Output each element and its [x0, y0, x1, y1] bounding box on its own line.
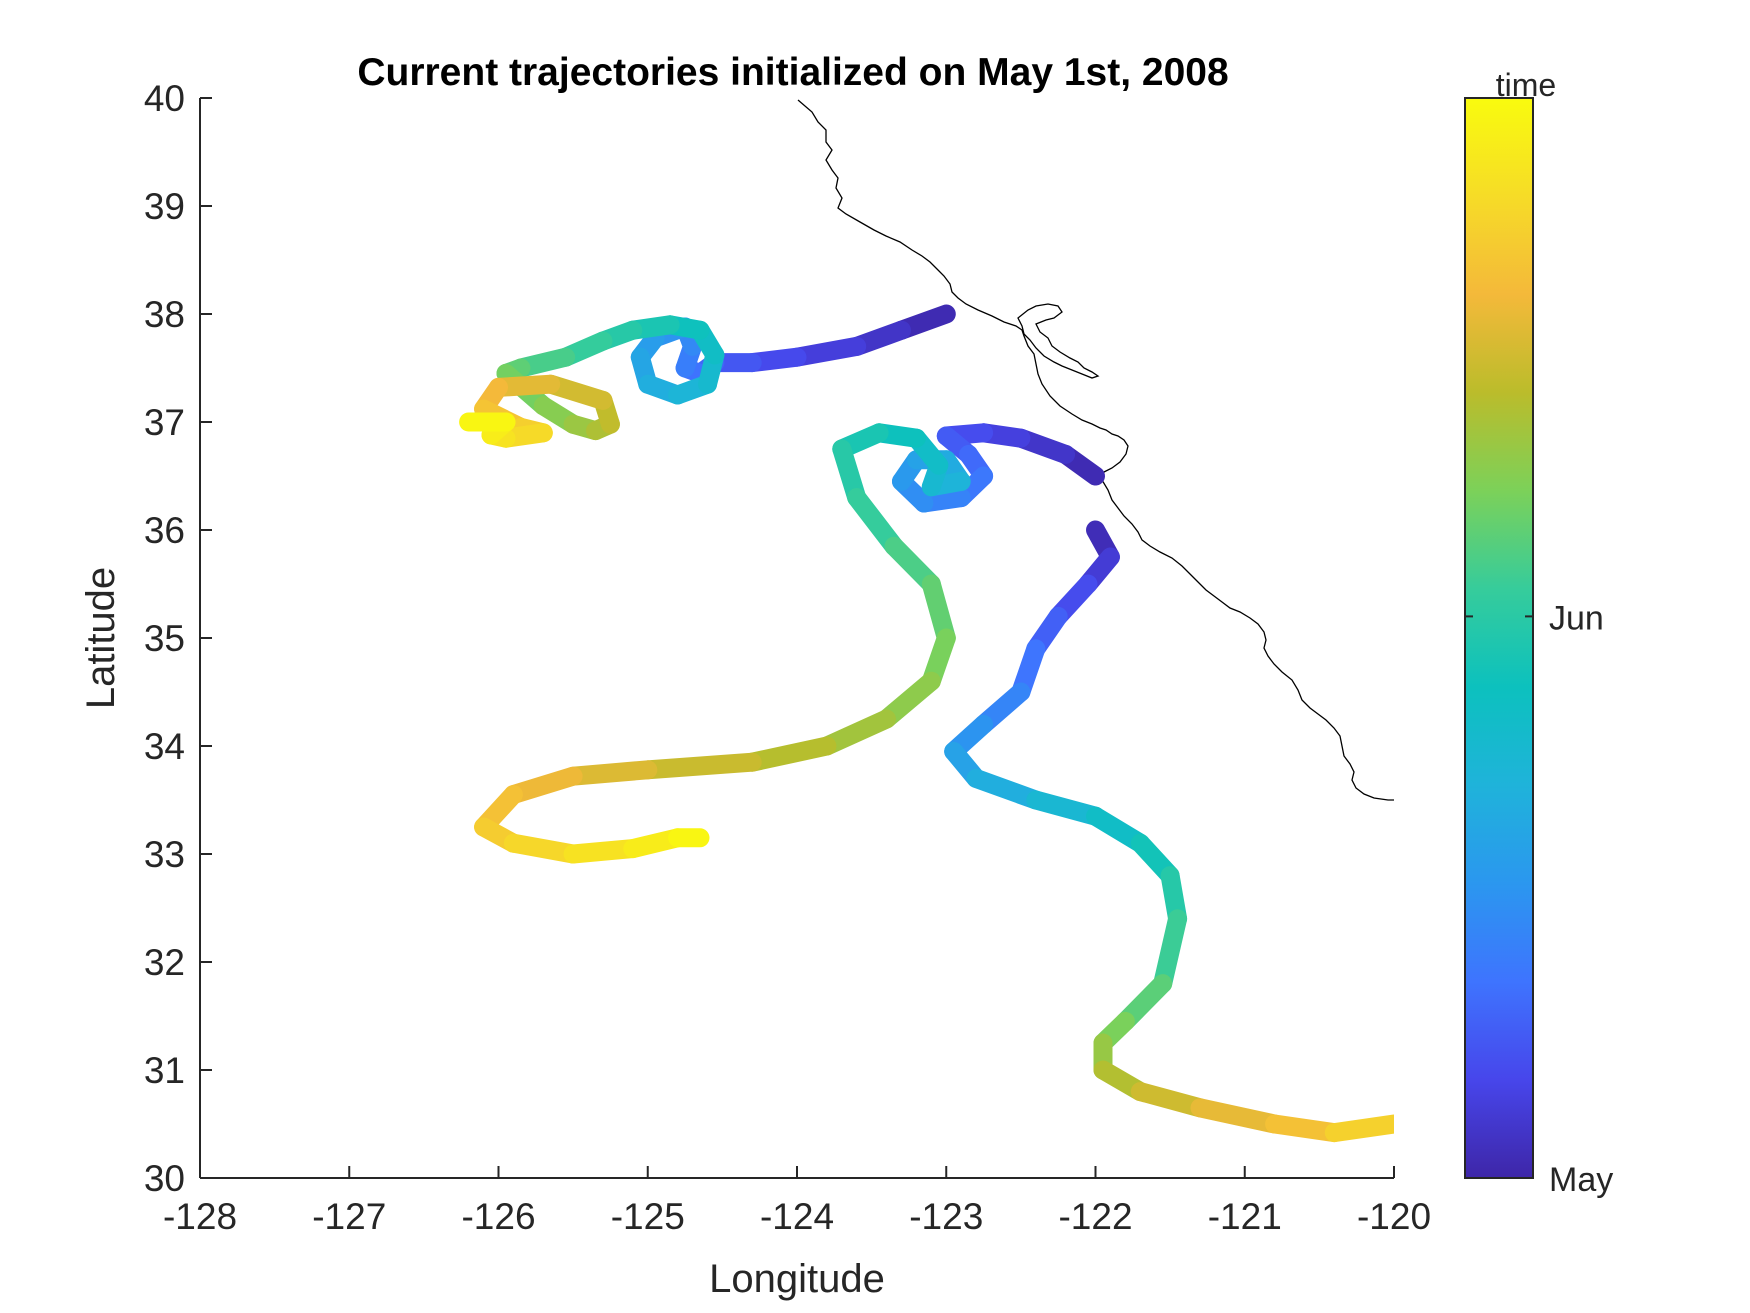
- y-tick-label: 30: [144, 1158, 185, 1199]
- coastline: [797, 99, 1394, 801]
- colorbar-tick-label: May: [1549, 1161, 1613, 1199]
- x-tick-label: -128: [163, 1196, 237, 1237]
- coastline-main: [797, 99, 1394, 801]
- trajectory-segment: [1153, 909, 1188, 994]
- trajectory-segment: [1130, 1082, 1210, 1118]
- x-tick-label: -126: [461, 1196, 535, 1237]
- colorbar-title: time: [1496, 67, 1556, 103]
- y-tick-label: 37: [144, 402, 185, 443]
- trajectory-segment: [966, 768, 1046, 810]
- y-tick-label: 33: [144, 834, 185, 875]
- x-tick-label: -124: [760, 1196, 834, 1237]
- coastline-bay: [1017, 303, 1100, 379]
- y-tick-label: 31: [144, 1050, 185, 1091]
- y-tick-label: 38: [144, 294, 185, 335]
- y-tick-label: 32: [144, 942, 185, 983]
- trajectory-segment: [563, 760, 658, 786]
- y-tick-label: 36: [144, 510, 185, 551]
- x-tick-label: -123: [909, 1196, 983, 1237]
- x-axis-label: Longitude: [709, 1257, 885, 1301]
- trajectory-segment: [877, 671, 941, 729]
- x-tick-label: -125: [611, 1196, 685, 1237]
- colorbar: time May Jun: [1464, 67, 1613, 1199]
- x-tick-label: -120: [1357, 1196, 1431, 1237]
- trajectory-segment: [1324, 1114, 1394, 1143]
- trajectory-1: [459, 304, 956, 448]
- trajectory-segment: [1265, 1114, 1344, 1143]
- x-tick-label: -127: [312, 1196, 386, 1237]
- axes: [199, 98, 1394, 1179]
- trajectory-segment: [787, 336, 867, 367]
- y-tick-label: 34: [144, 726, 185, 767]
- trajectory-segment: [503, 766, 583, 805]
- trajectory-segment: [563, 839, 643, 864]
- trajectory-segment: [847, 488, 904, 556]
- trajectory-segment: [1026, 790, 1105, 826]
- trajectory-segment: [817, 709, 896, 756]
- trajectory-segment: [503, 833, 583, 864]
- x-tick-label: -122: [1058, 1196, 1132, 1237]
- trajectory-3: [944, 520, 1394, 1143]
- colorbar-fill: [1465, 98, 1533, 1178]
- trajectories: [459, 304, 1394, 1143]
- chart-title: Current trajectories initialized on May …: [357, 51, 1228, 94]
- y-tick-label: 35: [144, 618, 185, 659]
- colorbar-ticks: May Jun: [1465, 599, 1613, 1199]
- y-axis-label: Latitude: [79, 567, 123, 709]
- y-tick-label: 40: [144, 78, 185, 119]
- trajectory-segment: [638, 752, 762, 780]
- x-tick-label: -121: [1208, 1196, 1282, 1237]
- x-ticks: -128 -127 -126 -125 -124 -123 -122 -121 -120: [163, 1166, 1431, 1237]
- colorbar-frame: [1464, 97, 1534, 1179]
- trajectory-segment: [742, 736, 837, 772]
- trajectory-segment: [1190, 1098, 1285, 1134]
- colorbar-tick-label: Jun: [1549, 599, 1604, 637]
- y-ticks: 30 31 32 33 34 35 36 37 38 39 40: [144, 78, 212, 1199]
- trajectory-2: [474, 423, 1105, 864]
- y-tick-label: 39: [144, 186, 185, 227]
